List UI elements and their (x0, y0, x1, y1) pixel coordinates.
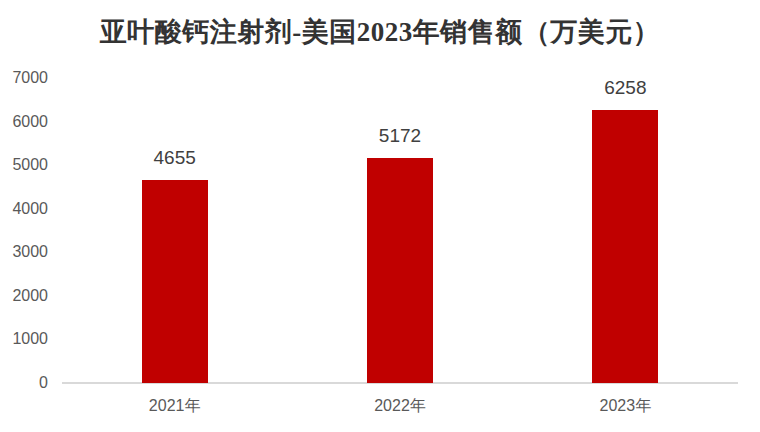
x-tick-label: 2022年 (345, 396, 455, 416)
sales-bar-chart: 亚叶酸钙注射剂-美国2023年销售额（万美元） 0100020003000400… (0, 0, 760, 432)
y-tick-label: 3000 (0, 242, 48, 262)
x-tick-label: 2023年 (570, 396, 680, 416)
data-label: 6258 (580, 77, 670, 99)
y-tick-label: 4000 (0, 199, 48, 219)
data-label: 5172 (355, 125, 445, 147)
y-tick-label: 2000 (0, 286, 48, 306)
x-tick-label: 2021年 (120, 396, 230, 416)
data-label: 4655 (130, 147, 220, 169)
y-tick-label: 7000 (0, 68, 48, 88)
bar-2023年 (592, 110, 658, 383)
y-tick-label: 1000 (0, 329, 48, 349)
plot-area: 0 1000 2000 3000 4000 5000 6000 7000 4655 2021年 51… (0, 0, 760, 432)
y-tick-label: 6000 (0, 112, 48, 132)
y-tick-label: 5000 (0, 155, 48, 175)
bar-2022年 (367, 158, 433, 383)
y-tick-label: 0 (0, 373, 48, 393)
bar-2021年 (142, 180, 208, 383)
